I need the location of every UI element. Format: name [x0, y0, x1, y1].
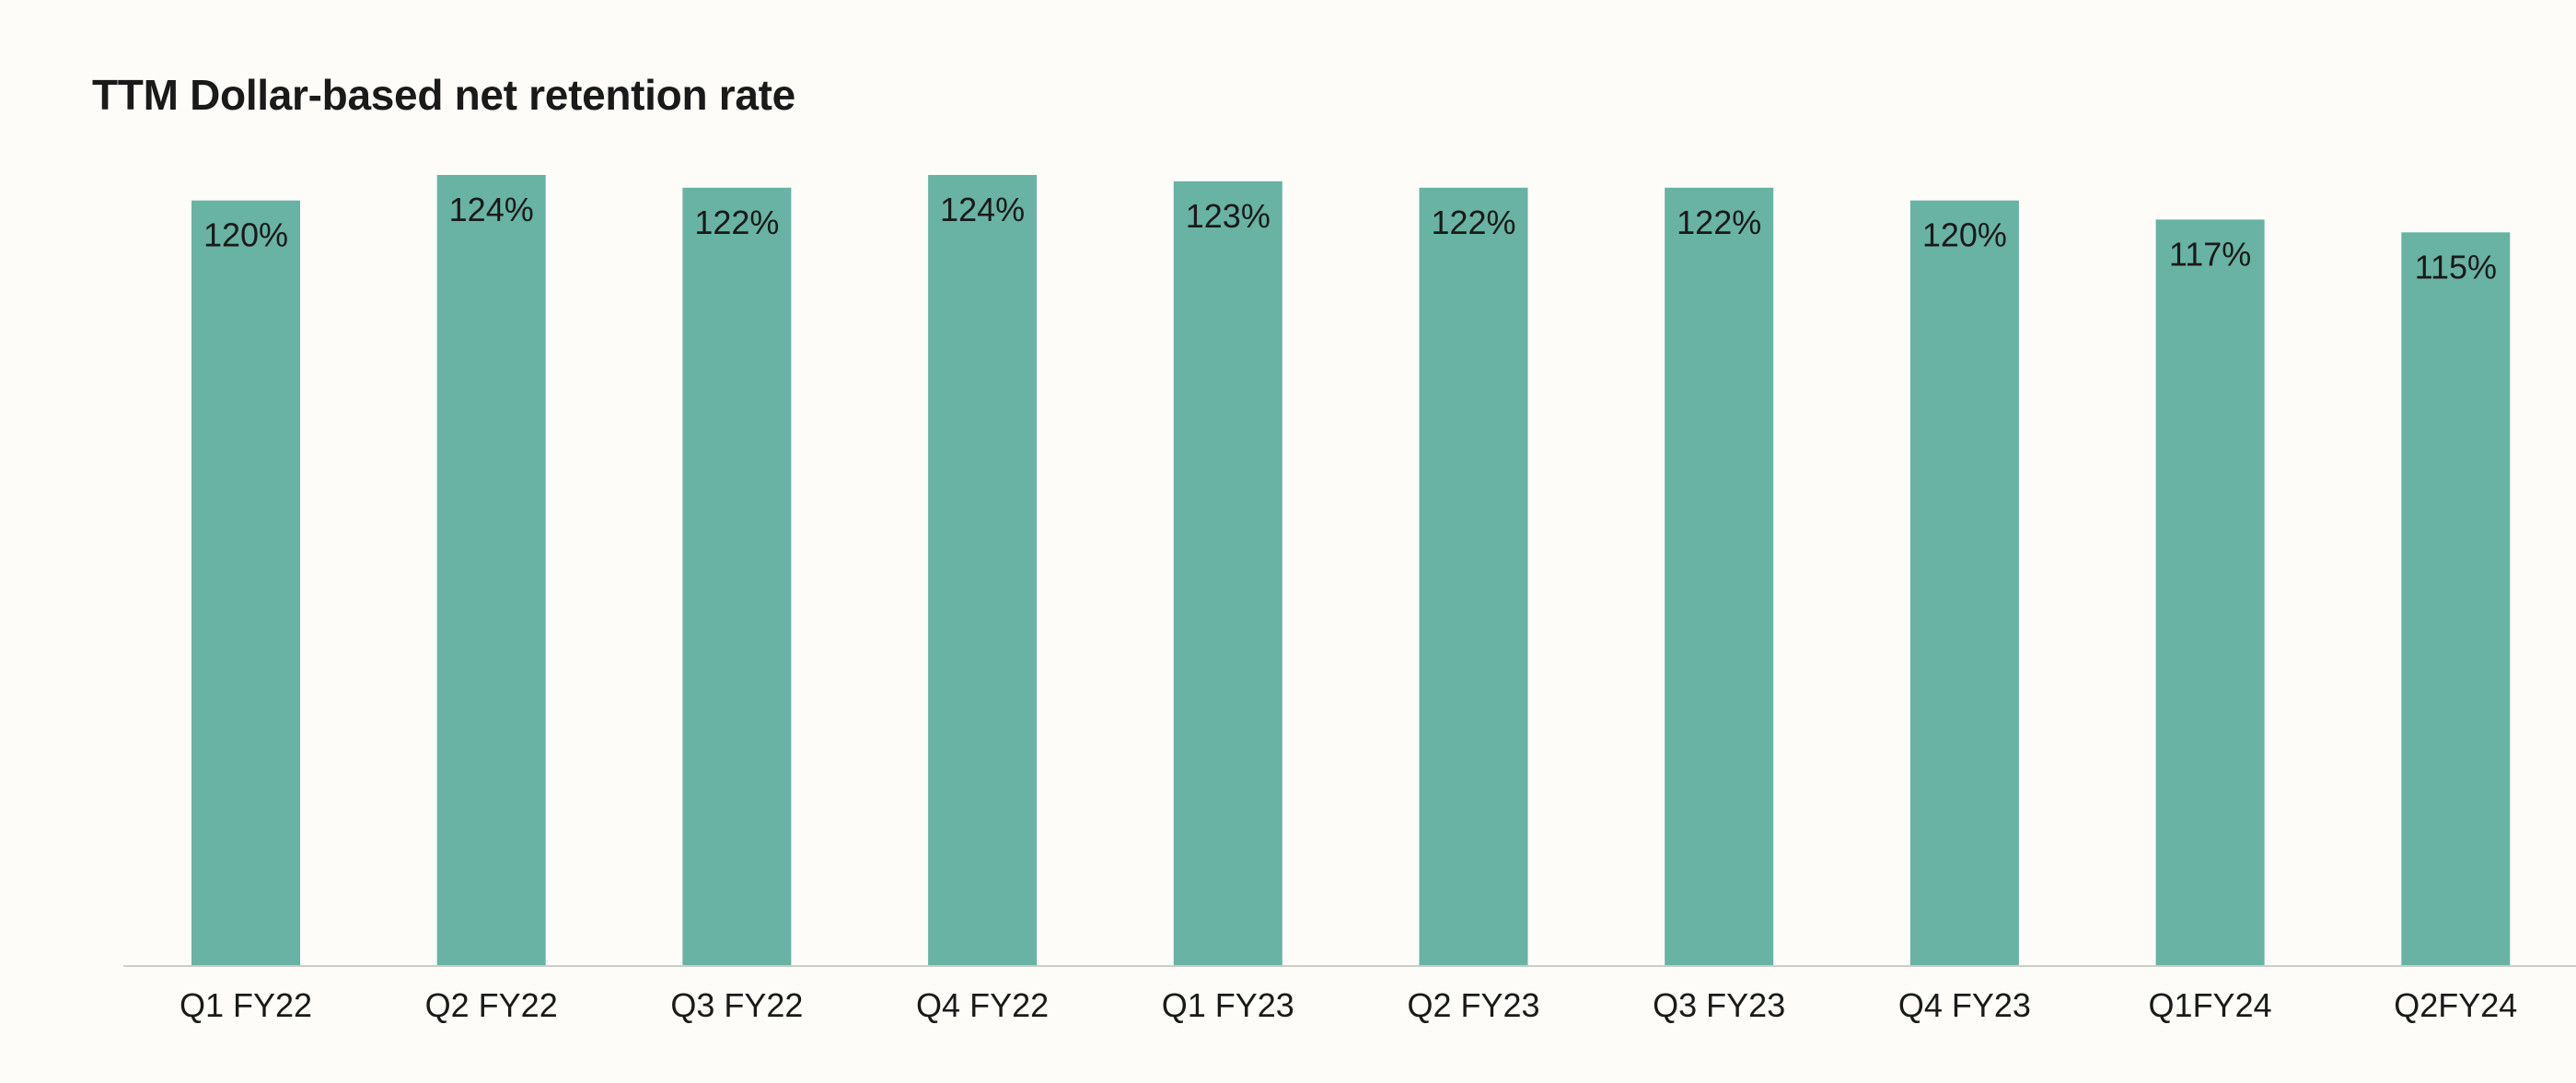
bar-q1fy24 [2155, 219, 2265, 965]
bar-q3-fy23 [1665, 187, 1774, 966]
data-label: 122% [1431, 204, 1515, 241]
x-tick-label: Q2 FY22 [425, 986, 558, 1024]
x-tick-labels-group: Q1 FY22 Q2 FY22 Q3 FY22 Q4 FY22 Q1 FY23 Q2 FY… [180, 986, 2517, 1024]
bar-q2fy24 [2401, 232, 2511, 966]
bar-q4-fy22 [928, 175, 1038, 965]
x-tick-label: Q4 FY22 [916, 986, 1049, 1024]
data-labels-group: 120% 124% 122% 124% 123% 122% 122% 120% 117% 115% [203, 191, 2497, 285]
bar-q1-fy22 [191, 200, 300, 965]
x-tick-label: Q4 FY23 [1898, 986, 2031, 1024]
bar-q4-fy23 [1909, 200, 2019, 965]
data-label: 117% [2169, 235, 2251, 273]
bar-q2-fy22 [436, 175, 546, 965]
bar-q2-fy23 [1419, 187, 1528, 966]
data-label: 120% [1922, 216, 2007, 254]
bar-q1-fy23 [1173, 180, 1282, 965]
bar-q3-fy22 [682, 187, 792, 966]
data-label: 124% [940, 191, 1025, 228]
x-tick-label: Q3 FY22 [670, 986, 803, 1024]
chart-title: TTM Dollar-based net retention rate [92, 71, 795, 119]
x-tick-label: Q1 FY22 [180, 986, 312, 1024]
data-label: 122% [694, 204, 779, 241]
data-label: 115% [2415, 248, 2497, 285]
x-tick-label: Q1 FY23 [1162, 986, 1294, 1024]
bars-group [191, 175, 2511, 966]
data-label: 122% [1677, 204, 1761, 241]
x-tick-label: Q3 FY23 [1653, 986, 1785, 1024]
x-tick-label: Q2FY24 [2394, 986, 2517, 1024]
data-label: 124% [449, 191, 534, 228]
data-label: 120% [203, 216, 288, 254]
x-tick-label: Q1FY24 [2149, 986, 2272, 1024]
x-tick-label: Q2 FY23 [1407, 986, 1539, 1024]
data-label: 123% [1186, 197, 1271, 235]
